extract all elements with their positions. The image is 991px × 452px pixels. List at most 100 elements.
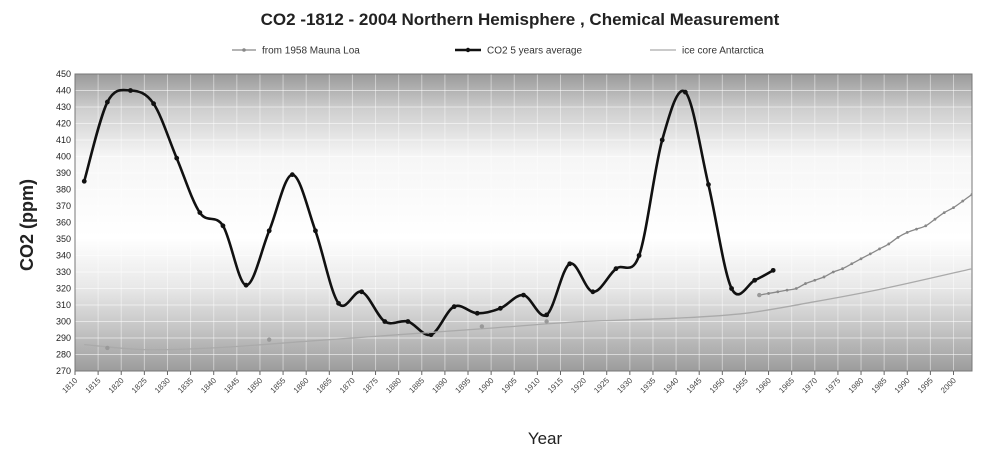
data-point — [128, 88, 133, 93]
y-tick-label: 430 — [56, 102, 71, 112]
data-point — [521, 292, 526, 298]
baseline-marker — [266, 337, 272, 342]
y-tick-label: 340 — [56, 251, 71, 261]
data-point — [841, 267, 844, 271]
x-tick-label: 1980 — [846, 376, 865, 395]
data-point — [220, 223, 226, 229]
y-tick-label: 380 — [56, 185, 71, 195]
baseline-marker — [544, 319, 549, 324]
x-tick-label: 1985 — [870, 376, 889, 395]
x-tick-label: 1900 — [477, 376, 496, 395]
legend-item-1: CO2 5 years average — [455, 46, 582, 57]
plot-border — [74, 73, 973, 372]
data-point — [831, 270, 835, 274]
x-axis-label: Year — [528, 429, 563, 448]
x-tick-label: 1925 — [592, 376, 611, 395]
data-point — [266, 228, 272, 234]
legend: from 1958 Mauna Loa CO2 5 years average ic… — [232, 46, 764, 57]
x-axis: 1810 1815 1820 1825 1830 1835 1840 1845 1850 1855… — [60, 371, 958, 395]
x-tick-label: 1820 — [107, 376, 126, 395]
data-point — [952, 206, 955, 210]
x-tick-label: 1865 — [315, 376, 334, 395]
y-tick-label: 330 — [56, 267, 71, 277]
x-tick-label: 1965 — [777, 376, 796, 395]
y-tick-label: 360 — [56, 218, 71, 228]
series-co2-5yr-average — [81, 88, 776, 338]
data-point — [590, 289, 596, 295]
y-tick-label: 440 — [56, 86, 71, 96]
data-point — [942, 211, 946, 215]
series-ice-core-antarctica — [84, 268, 972, 351]
data-point — [729, 286, 734, 291]
data-point — [336, 300, 341, 306]
data-point — [544, 312, 550, 318]
data-point — [451, 304, 457, 310]
data-point — [174, 155, 180, 161]
x-tick-label: 1945 — [685, 376, 704, 395]
legend-item-0: from 1958 Mauna Loa — [232, 46, 360, 57]
x-tick-label: 1850 — [245, 376, 264, 395]
data-point — [474, 310, 480, 316]
data-point — [887, 242, 891, 246]
x-tick-label: 1930 — [615, 376, 634, 395]
y-tick-label: 400 — [56, 152, 71, 162]
x-tick-label: 1835 — [176, 376, 195, 395]
x-tick-label: 1950 — [708, 376, 727, 395]
x-tick-label: 1845 — [222, 376, 241, 395]
legend-label: CO2 5 years average — [487, 46, 582, 57]
data-point — [613, 266, 619, 272]
series-mauna-loa — [757, 193, 972, 297]
data-point — [359, 289, 365, 295]
x-tick-label: 1990 — [893, 376, 912, 395]
data-point — [289, 172, 295, 178]
x-tick-label: 1910 — [523, 376, 542, 395]
data-point — [915, 227, 918, 231]
y-tick-label: 450 — [56, 69, 71, 79]
data-point — [567, 261, 573, 267]
y-tick-label: 350 — [56, 234, 71, 244]
data-point — [859, 257, 863, 261]
x-tick-label: 1815 — [84, 376, 103, 395]
x-tick-label: 1855 — [269, 376, 288, 395]
y-tick-label: 270 — [56, 366, 71, 376]
legend-label: ice core Antarctica — [682, 46, 764, 57]
x-tick-label: 1940 — [662, 376, 681, 395]
data-point — [804, 282, 807, 285]
y-tick-label: 310 — [56, 300, 71, 310]
series-lines — [81, 88, 972, 351]
chart-title: CO2 -1812 - 2004 Northern Hemisphere , C… — [261, 10, 780, 29]
data-point — [497, 305, 503, 311]
data-point — [924, 224, 928, 228]
x-tick-label: 1810 — [60, 376, 79, 395]
x-tick-label: 1880 — [384, 376, 403, 395]
markers — [105, 292, 762, 351]
x-tick-label: 1890 — [430, 376, 449, 395]
data-point — [151, 101, 157, 107]
data-point — [767, 292, 770, 295]
x-tick-label: 1960 — [754, 376, 773, 395]
data-point — [405, 319, 411, 324]
x-tick-label: 1915 — [546, 376, 565, 395]
data-point — [776, 290, 780, 294]
y-tick-label: 280 — [56, 350, 71, 360]
grid — [74, 73, 973, 372]
data-point — [197, 210, 203, 216]
data-point — [785, 288, 789, 292]
x-tick-label: 1895 — [453, 376, 472, 395]
data-point — [868, 252, 872, 256]
x-tick-label: 1885 — [407, 376, 426, 395]
y-axis: 270 280 290 300 310 320 330 340 350 360 370 380 390 4… — [56, 69, 71, 376]
x-tick-label: 1860 — [292, 376, 311, 395]
x-tick-label: 1875 — [361, 376, 380, 395]
data-point — [313, 228, 318, 234]
x-tick-label: 2000 — [939, 376, 958, 395]
data-point — [822, 275, 826, 279]
data-point — [428, 332, 434, 338]
baseline-marker — [105, 345, 110, 351]
data-point — [682, 89, 688, 95]
baseline-marker — [757, 292, 762, 298]
legend-label: from 1958 Mauna Loa — [262, 46, 360, 57]
data-point — [878, 247, 881, 251]
x-tick-label: 1840 — [199, 376, 218, 395]
